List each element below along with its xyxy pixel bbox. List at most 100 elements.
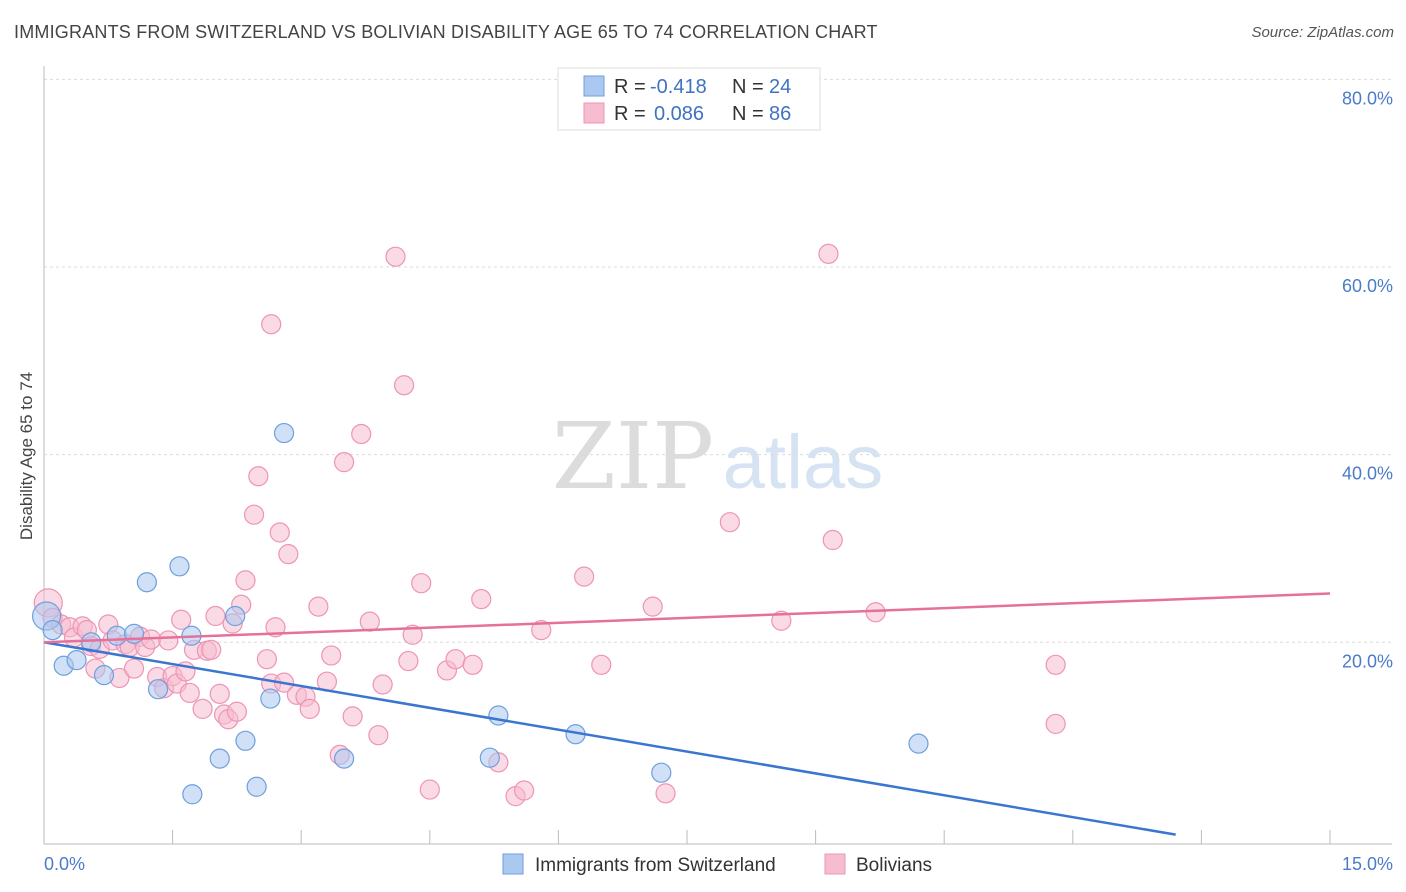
bolivians-point: [158, 630, 179, 651]
bolivians-point: [308, 596, 329, 617]
swiss-point: [260, 688, 281, 709]
bolivians-point: [385, 246, 406, 267]
bolivians-point: [351, 423, 372, 445]
bolivians-point: [531, 619, 552, 641]
watermark-zip: ZIP: [552, 403, 714, 510]
swiss-point: [479, 747, 500, 768]
series-bolivians: [33, 243, 1066, 807]
bolivians-point: [771, 610, 792, 631]
bolivians-point: [321, 645, 342, 666]
bolivians-point: [171, 609, 192, 630]
legend-swatch-bolivians: [824, 853, 846, 875]
stats-legend-r-label-swiss: R =: [614, 76, 646, 98]
stats-legend: R = -0.418 N = 24 R = 0.086 N = 86: [557, 67, 821, 131]
stats-legend-r-value-swiss: -0.418: [650, 76, 707, 98]
watermark: ZIP atlas: [552, 403, 883, 510]
y-tick-label: 60.0%: [1342, 276, 1393, 296]
y-tick-label: 80.0%: [1342, 88, 1393, 108]
swiss-point: [235, 730, 256, 751]
swiss-point: [333, 748, 355, 769]
swiss-point: [169, 556, 190, 577]
bolivians-point: [278, 544, 299, 565]
bolivians-point: [192, 698, 213, 720]
stats-legend-n-value-bolivians: 86: [769, 103, 791, 125]
bolivians-point: [368, 725, 389, 746]
stats-legend-r-label-bolivians: R =: [614, 103, 646, 125]
bolivians-point: [865, 602, 886, 623]
swiss-point: [81, 632, 102, 653]
swiss-point: [66, 650, 87, 671]
bolivians-point: [179, 682, 200, 704]
y-tick-labels: 20.0% 40.0% 60.0% 80.0%: [1342, 88, 1393, 671]
bolivians-point: [299, 698, 320, 720]
bolivians-point: [201, 639, 222, 660]
series-legend: Immigrants from Switzerland Bolivians: [502, 853, 932, 876]
stats-legend-swatch-bolivians: [583, 102, 605, 124]
bolivians-point: [235, 570, 256, 591]
swiss-trend-line: [43, 641, 1176, 836]
bolivians-point: [1045, 713, 1066, 735]
bolivians-point: [205, 605, 226, 627]
bolivians-point: [445, 649, 466, 670]
swiss-point: [273, 422, 295, 444]
bolivians-trend-line: [43, 592, 1331, 644]
bolivians-point: [398, 650, 419, 672]
bolivians-point: [471, 589, 492, 610]
watermark-atlas: atlas: [723, 420, 884, 505]
bolivians-point: [256, 649, 278, 670]
stats-legend-swatch-swiss: [583, 75, 605, 97]
stats-legend-n-label-swiss: N =: [732, 76, 764, 98]
swiss-point: [123, 623, 145, 644]
chart-title: IMMIGRANTS FROM SWITZERLAND VS BOLIVIAN …: [14, 22, 878, 42]
bolivians-point: [419, 779, 440, 800]
bolivians-point: [822, 529, 843, 551]
bolivians-point: [574, 566, 595, 587]
bolivians-point: [818, 243, 839, 264]
legend-label-swiss: Immigrants from Switzerland: [535, 855, 776, 876]
swiss-point: [651, 762, 672, 783]
swiss-point: [93, 665, 115, 686]
stats-legend-n-label-bolivians: N =: [732, 103, 764, 125]
bolivians-point: [655, 783, 676, 804]
axes: [43, 66, 1392, 845]
bolivians-point: [402, 624, 423, 645]
bolivians-point: [462, 654, 483, 675]
y-tick-label: 40.0%: [1342, 464, 1393, 484]
legend-label-bolivians: Bolivians: [856, 855, 932, 876]
bolivians-point: [226, 701, 247, 722]
x-tick-labels: 0.0% 15.0%: [44, 854, 1393, 874]
x-tick-label: 0.0%: [44, 854, 85, 874]
swiss-point: [908, 733, 929, 754]
bolivians-point: [591, 654, 612, 675]
bolivians-point: [372, 674, 393, 695]
bolivians-point: [642, 596, 663, 617]
bolivians-point: [243, 504, 265, 525]
x-tick-label: 15.0%: [1342, 854, 1393, 874]
bolivians-point: [719, 512, 740, 533]
y-tick-label: 20.0%: [1342, 651, 1393, 671]
swiss-point: [209, 748, 230, 769]
swiss-point: [147, 679, 169, 700]
trend-lines: [43, 592, 1331, 836]
bolivians-point: [342, 706, 363, 727]
bolivians-point: [265, 617, 286, 638]
swiss-point: [488, 705, 509, 726]
swiss-point: [136, 572, 157, 593]
swiss-point: [106, 625, 127, 646]
bolivians-point: [269, 522, 290, 543]
bolivians-point: [393, 375, 415, 396]
stats-legend-r-value-bolivians: 0.086: [654, 103, 704, 125]
swiss-point: [182, 784, 203, 805]
bolivians-point: [209, 683, 230, 704]
stats-legend-n-value-swiss: 24: [769, 76, 791, 98]
bolivians-point: [514, 780, 535, 801]
chart-source: Source: ZipAtlas.com: [1251, 24, 1394, 41]
swiss-point: [225, 605, 246, 627]
gridlines: [44, 78, 1392, 643]
bolivians-point: [1045, 654, 1066, 675]
swiss-point: [246, 776, 267, 797]
legend-swatch-swiss: [502, 853, 524, 875]
bolivians-point: [333, 452, 355, 473]
bolivians-point: [248, 466, 269, 487]
